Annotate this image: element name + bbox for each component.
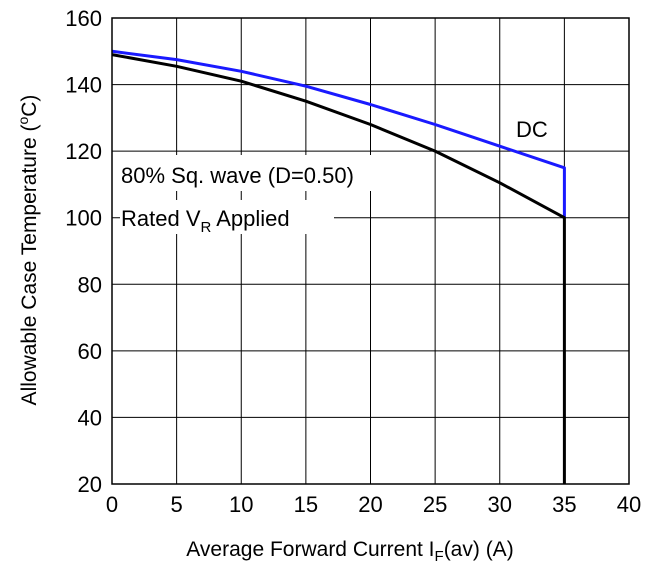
x-tick-label: 5 [171, 492, 183, 517]
x-axis-label: Average Forward Current IF(av) (A) [186, 538, 513, 565]
x-tick-label: 20 [358, 492, 382, 517]
annotation-rated-background [120, 200, 334, 234]
y-tick-label: 160 [65, 6, 102, 31]
x-tick-label: 35 [552, 492, 576, 517]
y-axis-label-superscript: o [15, 117, 31, 125]
annotation-rated-vr: Rated VR Applied [121, 206, 290, 236]
x-tick-label: 10 [229, 492, 253, 517]
x-tick-label: 25 [423, 492, 447, 517]
x-tick-label: 40 [617, 492, 641, 517]
series-group [111, 49, 566, 484]
y-tick-label: 100 [65, 206, 102, 231]
series-line-dc [111, 49, 566, 218]
series-line-sq-wave [111, 53, 566, 484]
x-axis-label-prefix: Average Forward Current I [186, 538, 434, 561]
annotation-rated-subscript: R [201, 219, 212, 236]
annotation-rated-prefix: Rated V [121, 206, 201, 231]
y-tick-label: 140 [65, 73, 102, 98]
x-tick-label: 30 [488, 492, 512, 517]
y-tick-label: 80 [78, 272, 102, 297]
annotation-sq-wave: 80% Sq. wave (D=0.50) [121, 163, 354, 188]
x-axis-label-suffix: (av) (A) [444, 538, 514, 561]
annotation-rated-suffix: Applied [211, 206, 289, 231]
y-axis-label-prefix: Allowable Case Temperature ( [18, 125, 41, 406]
annotation-sq-wave-background [116, 155, 428, 191]
x-axis-label-subscript: F [435, 548, 444, 565]
y-axis-label-suffix: C) [18, 95, 41, 117]
y-tick-label: 60 [78, 339, 102, 364]
plot-frame [111, 17, 630, 485]
y-axis-label: Allowable Case Temperature (oC) [15, 95, 41, 406]
tick-labels: 0 5 10 15 20 25 30 35 40 20 40 60 80 100 120 140 160 [65, 6, 641, 517]
y-tick-label: 120 [65, 139, 102, 164]
annotation-dc: DC [516, 117, 548, 142]
x-tick-label: 0 [106, 492, 118, 517]
y-tick-label: 20 [78, 472, 102, 497]
x-tick-label: 15 [294, 492, 318, 517]
y-tick-label: 40 [78, 405, 102, 430]
